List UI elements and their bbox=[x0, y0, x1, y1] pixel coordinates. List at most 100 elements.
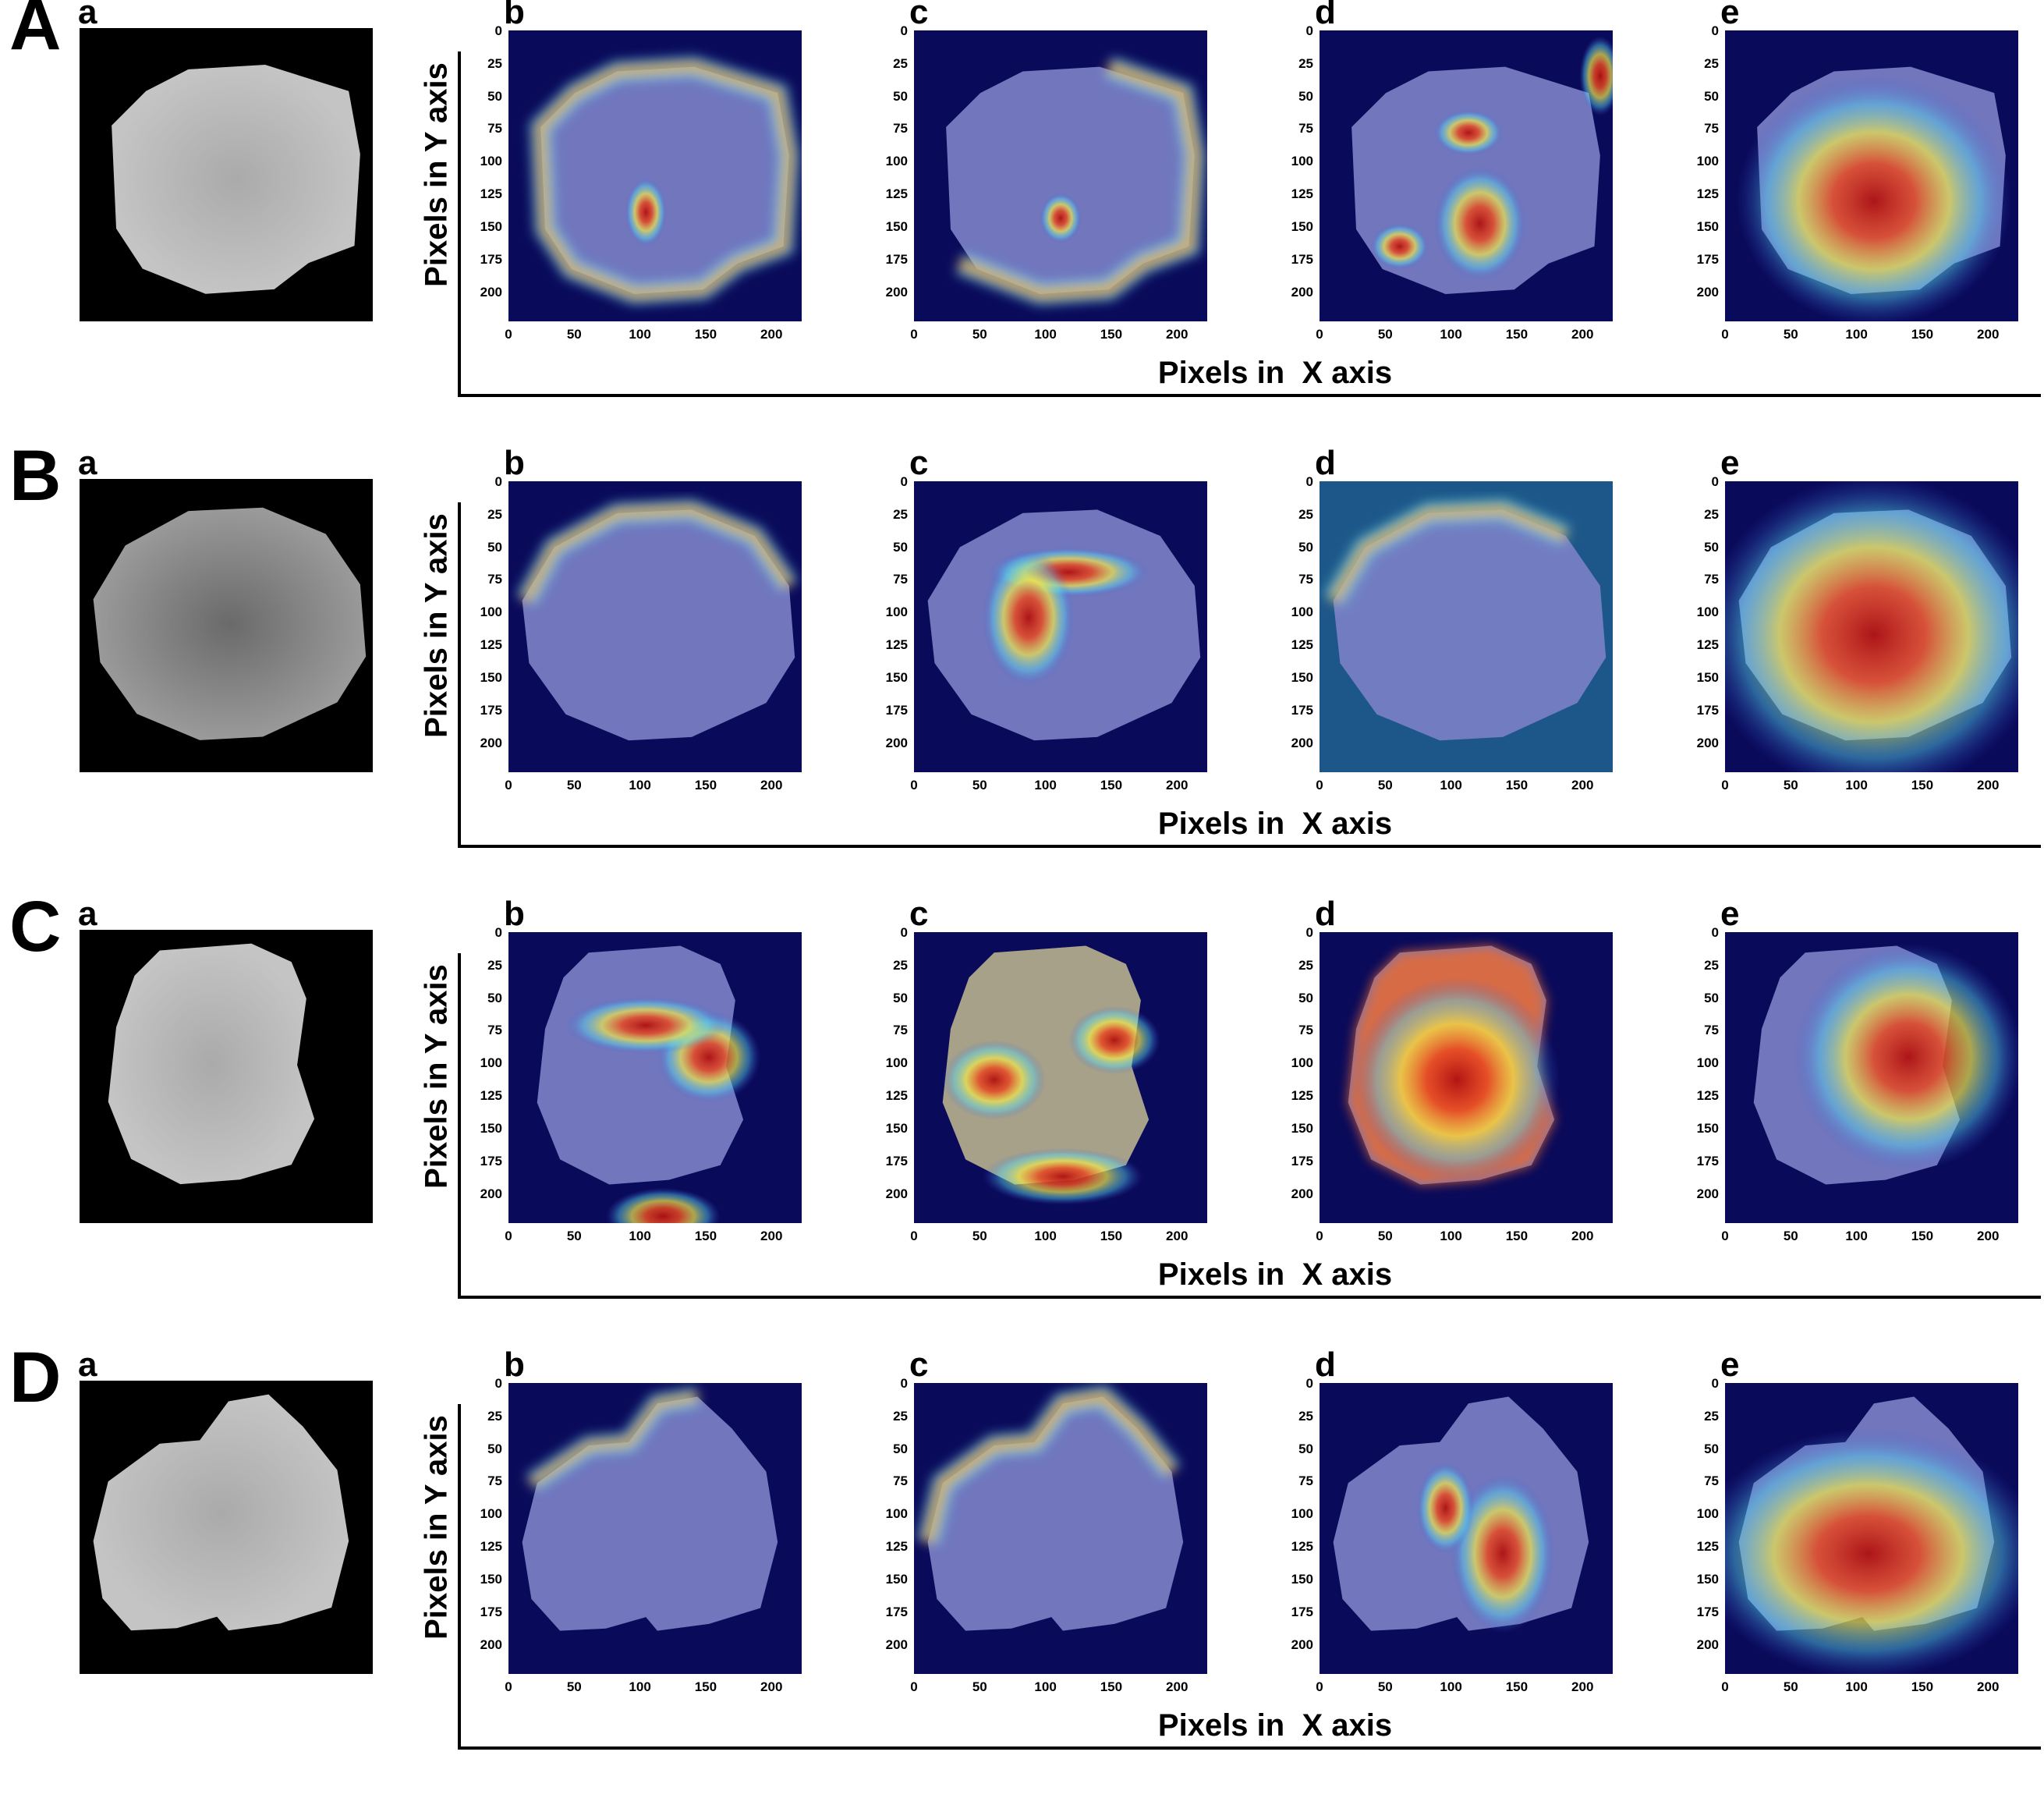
attention-heatmap bbox=[1320, 932, 1613, 1223]
y-tick-label: 50 bbox=[1704, 990, 1719, 1005]
x-tick-label: 0 bbox=[1721, 1679, 1729, 1694]
y-tick-label: 0 bbox=[1711, 925, 1719, 940]
y-tick-label: 150 bbox=[885, 1571, 908, 1587]
attention-heatmap bbox=[508, 932, 802, 1223]
y-tick-label: 125 bbox=[1696, 186, 1719, 202]
panel-label: d bbox=[1315, 0, 1336, 31]
y-tick-label: 200 bbox=[1696, 1637, 1719, 1652]
x-tick-label: 50 bbox=[972, 1229, 987, 1243]
attention-heatmap bbox=[1725, 1383, 2018, 1674]
x-tick-label: 50 bbox=[1783, 327, 1798, 342]
y-tick-label: 75 bbox=[893, 1023, 908, 1038]
heatmap-graphic bbox=[1725, 1383, 2018, 1674]
y-tick-label: 25 bbox=[893, 1408, 908, 1424]
y-tick-label: 100 bbox=[480, 154, 502, 169]
x-tick-label: 0 bbox=[505, 1679, 512, 1694]
panel-label: a bbox=[78, 0, 97, 31]
x-axis-label: Pixels in X axis bbox=[1157, 1257, 1393, 1292]
heat-spot bbox=[942, 1040, 1046, 1120]
heat-boundary bbox=[526, 1386, 700, 1492]
attention-heatmap bbox=[914, 481, 1207, 772]
attention-heatmap bbox=[1320, 30, 1613, 321]
heatmap-graphic bbox=[914, 932, 1207, 1223]
y-tick-label: 100 bbox=[480, 1055, 502, 1071]
panel-label: a bbox=[78, 444, 97, 482]
y-tick-label: 125 bbox=[1696, 1539, 1719, 1555]
y-tick-label: 150 bbox=[1291, 218, 1313, 234]
heat-layer bbox=[983, 547, 1150, 686]
heatmap-graphic bbox=[508, 481, 802, 772]
heat-layer bbox=[1725, 481, 2018, 772]
x-tick-label: 100 bbox=[1845, 1229, 1868, 1243]
panel-label: e bbox=[1720, 1346, 1740, 1384]
heat-spot bbox=[1416, 1462, 1475, 1554]
original-nucleus-image bbox=[80, 930, 373, 1223]
y-tick-label: 25 bbox=[1704, 957, 1719, 973]
heat-boundary bbox=[515, 498, 799, 606]
x-tick-label: 50 bbox=[972, 778, 987, 793]
original-nucleus-image bbox=[80, 1381, 373, 1674]
x-tick-label: 150 bbox=[1911, 327, 1934, 342]
y-tick-label: 25 bbox=[487, 957, 502, 973]
x-tick-label: 50 bbox=[566, 778, 582, 793]
row-label: A bbox=[9, 0, 62, 65]
y-tick-label: 25 bbox=[1704, 506, 1719, 522]
y-tick-label: 125 bbox=[1291, 637, 1313, 653]
y-axis-label-text: Pixels in Y axis bbox=[419, 513, 454, 738]
panel-label: d bbox=[1315, 1346, 1336, 1384]
y-tick-label: 50 bbox=[1704, 1441, 1719, 1456]
y-tick-label: 200 bbox=[480, 1637, 502, 1652]
heatmap-graphic bbox=[1320, 30, 1613, 321]
x-tick-label: 50 bbox=[566, 1679, 582, 1694]
nucleus-image bbox=[108, 943, 315, 1185]
x-tick-label: 100 bbox=[1034, 1229, 1057, 1243]
nucleus-image bbox=[93, 507, 367, 740]
heat-layer bbox=[916, 1384, 1181, 1545]
y-tick-label: 50 bbox=[487, 990, 502, 1005]
y-tick-label: 50 bbox=[893, 990, 908, 1005]
y-axis-label-text: Pixels in Y axis bbox=[419, 964, 454, 1189]
heat-spot bbox=[1433, 109, 1503, 156]
heat-layer bbox=[565, 997, 761, 1223]
heat-layer bbox=[1416, 1462, 1555, 1633]
y-tick-label: 50 bbox=[893, 539, 908, 555]
heat-spot bbox=[1451, 1473, 1555, 1633]
heat-layer bbox=[1348, 945, 1560, 1185]
y-tick-label: 100 bbox=[885, 154, 908, 169]
y-tick-label: 25 bbox=[893, 506, 908, 522]
x-tick-label: 150 bbox=[694, 1229, 717, 1243]
panel-label: c bbox=[909, 1346, 929, 1384]
row-left-axis-line bbox=[458, 502, 461, 847]
x-tick-label: 150 bbox=[1911, 1229, 1934, 1243]
attention-heatmap bbox=[1725, 932, 2018, 1223]
y-axis-label-text: Pixels in Y axis bbox=[419, 62, 454, 287]
x-tick-label: 200 bbox=[1166, 778, 1188, 793]
row-left-axis-line bbox=[458, 1404, 461, 1749]
heatmap-graphic bbox=[1725, 30, 2018, 321]
x-tick-label: 150 bbox=[1100, 1229, 1123, 1243]
y-tick-label: 125 bbox=[480, 1088, 502, 1104]
y-tick-label: 200 bbox=[885, 1637, 908, 1652]
row-label: B bbox=[9, 436, 62, 516]
nucleus-overlay bbox=[540, 66, 789, 295]
x-tick-label: 50 bbox=[566, 327, 582, 342]
x-tick-label: 0 bbox=[505, 778, 512, 793]
y-tick-label: 125 bbox=[1696, 1088, 1719, 1104]
heatmap-graphic bbox=[1320, 1383, 1613, 1674]
y-tick-label: 25 bbox=[1298, 957, 1313, 973]
x-tick-label: 0 bbox=[1721, 778, 1729, 793]
y-tick-label: 50 bbox=[487, 539, 502, 555]
y-tick-label: 125 bbox=[1291, 1088, 1313, 1104]
x-tick-label: 0 bbox=[505, 327, 512, 342]
nucleus-image bbox=[112, 65, 360, 294]
y-tick-label: 50 bbox=[487, 1441, 502, 1456]
y-tick-label: 25 bbox=[487, 1408, 502, 1424]
x-tick-label: 50 bbox=[566, 1229, 582, 1243]
y-tick-label: 0 bbox=[900, 1376, 908, 1391]
y-tick-label: 100 bbox=[480, 1506, 502, 1522]
heat-spot bbox=[1736, 76, 2012, 321]
y-tick-label: 100 bbox=[1696, 154, 1719, 169]
x-tick-label: 100 bbox=[1440, 1679, 1462, 1694]
y-tick-label: 75 bbox=[1704, 1023, 1719, 1038]
heat-boundary bbox=[955, 55, 1206, 306]
